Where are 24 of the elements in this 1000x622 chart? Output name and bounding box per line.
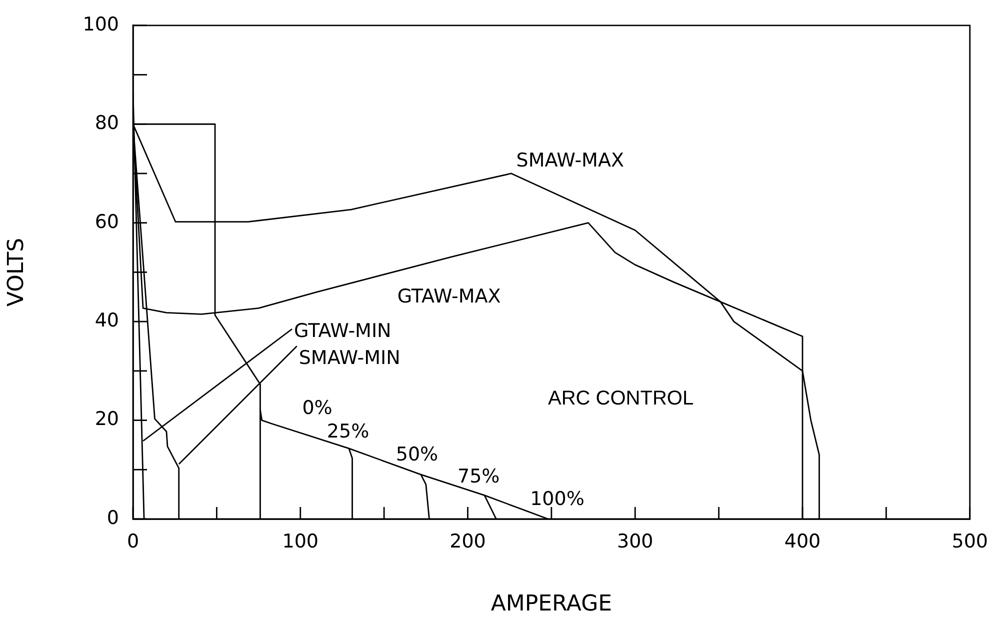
annotation: 50% bbox=[396, 444, 438, 466]
y-tick-label: 20 bbox=[94, 408, 119, 430]
y-tick-label: 80 bbox=[94, 112, 119, 134]
y-tick-label: 60 bbox=[94, 210, 119, 233]
y-tick-label: 0 bbox=[106, 506, 119, 529]
x-axis-title: AMPERAGE bbox=[490, 592, 612, 617]
annotation: 25% bbox=[326, 420, 370, 442]
x-tick-label: 100 bbox=[282, 530, 319, 552]
x-tick-label: 0 bbox=[126, 530, 140, 552]
x-tick-label: 300 bbox=[616, 530, 654, 552]
text: SMAW-MIN bbox=[298, 347, 400, 370]
annotation: 0% bbox=[302, 396, 332, 419]
series-label: GTAW-MAX bbox=[397, 285, 501, 308]
annotation: 100% bbox=[530, 488, 584, 510]
x-tick-label: 200 bbox=[450, 530, 486, 552]
text: GTAW-MIN bbox=[294, 320, 392, 342]
series-label: SMAW-MAX bbox=[516, 149, 624, 172]
x-tick-label: 400 bbox=[784, 530, 821, 552]
annotation: ARC CONTROL bbox=[548, 387, 694, 410]
y-axis-title: VOLTS bbox=[4, 238, 29, 307]
annotation: 75% bbox=[457, 465, 500, 488]
y-tick-label: 40 bbox=[94, 309, 119, 332]
x-tick-label: 500 bbox=[952, 530, 988, 552]
y-tick-label: 100 bbox=[82, 13, 119, 36]
